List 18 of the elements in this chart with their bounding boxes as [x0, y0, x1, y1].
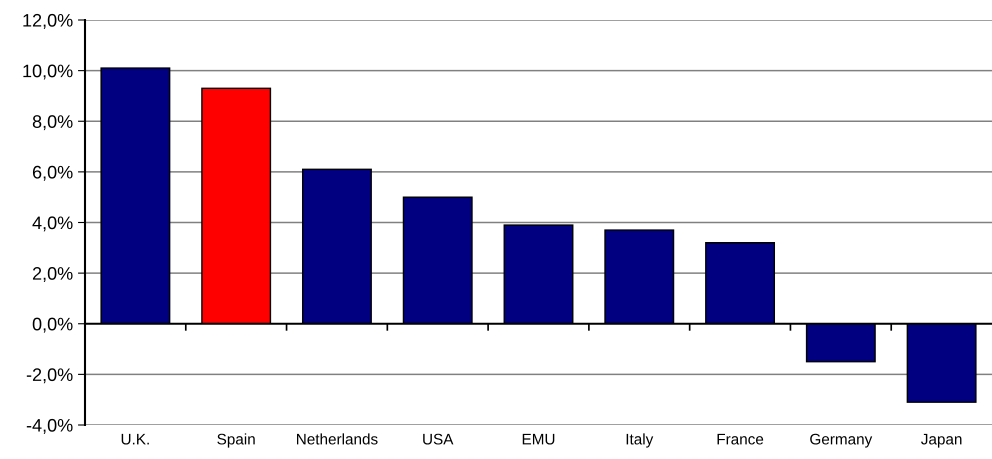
- y-tick-label: 2,0%: [32, 267, 73, 282]
- y-tick-label: -2,0%: [26, 368, 73, 384]
- x-tick-label: Japan: [921, 434, 962, 448]
- x-tick-label: U.K.: [122, 434, 149, 445]
- y-tick-label: 10,0%: [23, 64, 73, 80]
- x-tick-label: France: [718, 434, 764, 445]
- x-tick-label: Netherlands: [297, 433, 378, 445]
- x-tick-label: Germany: [810, 434, 872, 448]
- x-tick-label: USA: [423, 434, 454, 445]
- y-tick-label: 8,0%: [32, 115, 73, 130]
- x-tick-label: EMU: [522, 434, 554, 445]
- x-tick-label: Italy: [626, 433, 654, 448]
- y-tick-label: 4,0%: [32, 216, 73, 232]
- y-tick-label: -4,0%: [26, 418, 73, 434]
- x-tick-label: Spain: [217, 433, 255, 448]
- y-tick-label: 0,0%: [32, 318, 73, 333]
- y-tick-label: 6,0%: [32, 166, 73, 181]
- y-tick-label: 12,0%: [23, 14, 73, 29]
